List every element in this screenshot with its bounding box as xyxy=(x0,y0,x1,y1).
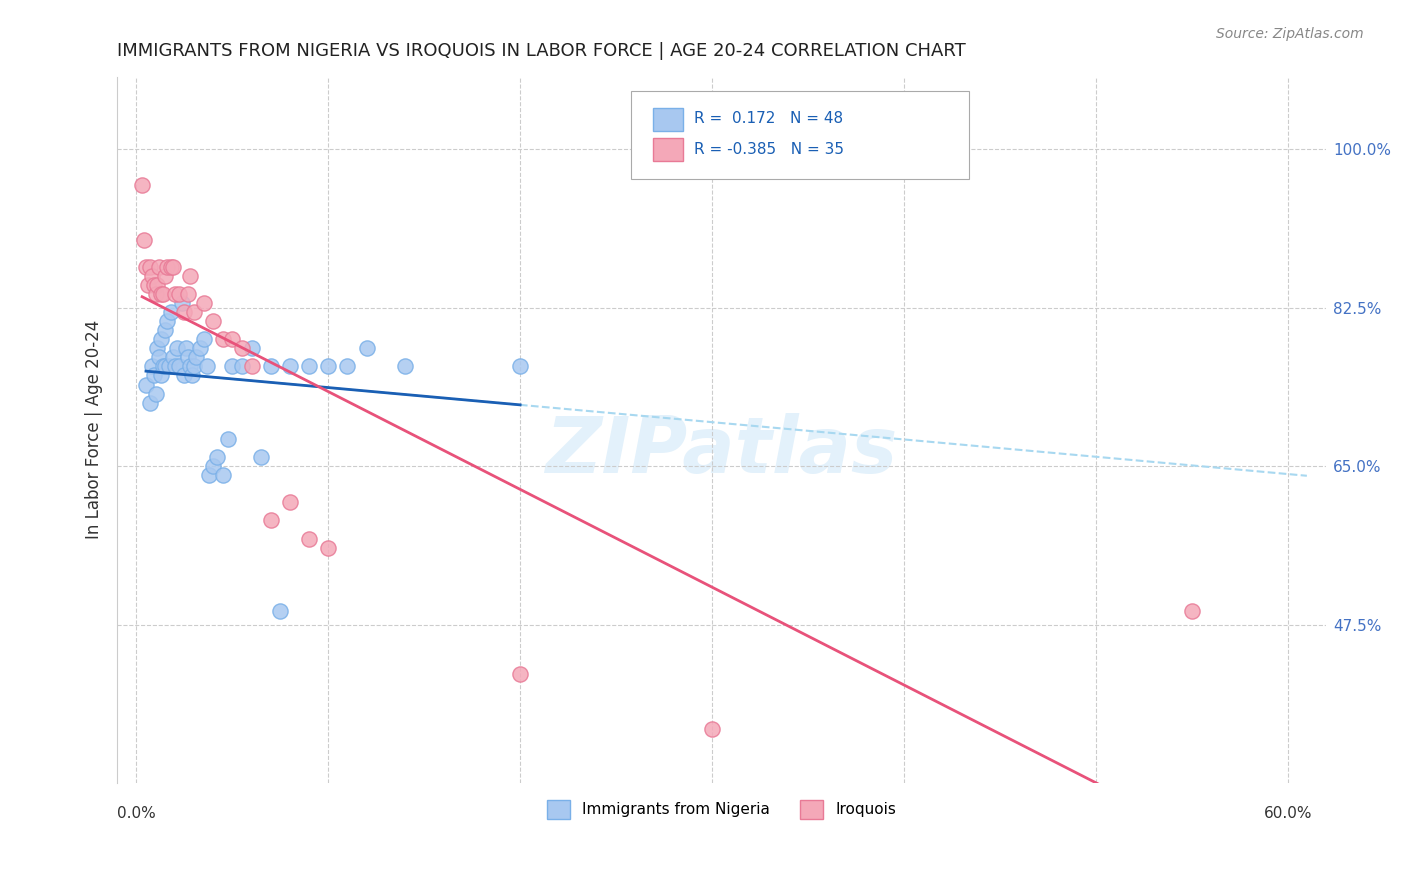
Point xyxy=(150,368,173,383)
Point xyxy=(260,359,283,374)
Point xyxy=(141,268,163,283)
Point xyxy=(316,359,339,374)
Text: R =  0.172   N = 48: R = 0.172 N = 48 xyxy=(693,112,844,127)
Point xyxy=(160,260,183,274)
Point xyxy=(269,604,291,618)
Point xyxy=(145,386,167,401)
Point xyxy=(173,368,195,383)
Point xyxy=(211,332,233,346)
Point xyxy=(160,305,183,319)
Point xyxy=(700,722,723,736)
Point xyxy=(1181,604,1204,618)
Point xyxy=(173,305,195,319)
Point xyxy=(166,341,188,355)
Point xyxy=(146,277,169,292)
Point xyxy=(260,513,283,527)
Point xyxy=(177,351,200,365)
Text: ZIPatlas: ZIPatlas xyxy=(546,413,898,489)
Point xyxy=(298,532,321,546)
Point xyxy=(181,368,204,383)
Point xyxy=(163,287,186,301)
Point xyxy=(184,351,207,365)
Point xyxy=(240,359,263,374)
Point xyxy=(141,359,163,374)
Point xyxy=(153,359,176,374)
Point xyxy=(152,359,174,374)
Point xyxy=(136,277,159,292)
Point xyxy=(177,287,200,301)
Point xyxy=(316,541,339,555)
Point xyxy=(148,351,170,365)
Point xyxy=(162,351,184,365)
Point xyxy=(221,332,243,346)
Text: R = -0.385   N = 35: R = -0.385 N = 35 xyxy=(693,142,844,157)
Point xyxy=(231,359,253,374)
Point xyxy=(153,323,176,337)
Point xyxy=(135,377,157,392)
Point xyxy=(188,341,211,355)
Point xyxy=(174,341,197,355)
Point xyxy=(202,314,225,328)
Point xyxy=(142,277,165,292)
Point xyxy=(183,305,205,319)
Point xyxy=(221,359,243,374)
Point xyxy=(131,178,153,193)
Text: Source: ZipAtlas.com: Source: ZipAtlas.com xyxy=(1216,27,1364,41)
Point xyxy=(139,260,162,274)
Point xyxy=(142,368,165,383)
Point xyxy=(163,359,186,374)
Point xyxy=(146,341,169,355)
Y-axis label: In Labor Force | Age 20-24: In Labor Force | Age 20-24 xyxy=(86,320,103,540)
Text: IMMIGRANTS FROM NIGERIA VS IROQUOIS IN LABOR FORCE | AGE 20-24 CORRELATION CHART: IMMIGRANTS FROM NIGERIA VS IROQUOIS IN L… xyxy=(117,42,966,60)
FancyBboxPatch shape xyxy=(631,91,970,179)
FancyBboxPatch shape xyxy=(652,108,683,131)
Point xyxy=(135,260,157,274)
Point xyxy=(250,450,273,464)
Point xyxy=(193,332,215,346)
Point xyxy=(240,341,263,355)
Point xyxy=(509,667,531,681)
Point xyxy=(152,287,174,301)
Point xyxy=(198,468,221,483)
Point xyxy=(356,341,378,355)
Point xyxy=(148,260,170,274)
Point xyxy=(179,268,201,283)
Point xyxy=(150,332,173,346)
Point xyxy=(156,314,179,328)
Point xyxy=(179,359,201,374)
Point xyxy=(336,359,359,374)
Point xyxy=(205,450,228,464)
Point xyxy=(183,359,205,374)
Point xyxy=(157,359,180,374)
Point xyxy=(211,468,233,483)
Point xyxy=(193,296,215,310)
Point xyxy=(150,287,173,301)
Point xyxy=(231,341,253,355)
Point xyxy=(278,359,301,374)
Point xyxy=(509,359,531,374)
FancyBboxPatch shape xyxy=(652,138,683,161)
Point xyxy=(172,296,194,310)
Point xyxy=(153,268,176,283)
Point xyxy=(167,359,190,374)
Point xyxy=(139,395,162,409)
Legend: Immigrants from Nigeria, Iroquois: Immigrants from Nigeria, Iroquois xyxy=(541,794,903,825)
Text: 60.0%: 60.0% xyxy=(1264,805,1312,821)
Point xyxy=(162,260,184,274)
Text: 0.0%: 0.0% xyxy=(117,805,156,821)
Point xyxy=(298,359,321,374)
Point xyxy=(394,359,416,374)
Point xyxy=(132,233,155,247)
Point xyxy=(145,287,167,301)
Point xyxy=(202,458,225,473)
Point xyxy=(195,359,218,374)
Point xyxy=(167,287,190,301)
Point xyxy=(278,495,301,509)
Point xyxy=(156,260,179,274)
Point xyxy=(218,432,240,446)
